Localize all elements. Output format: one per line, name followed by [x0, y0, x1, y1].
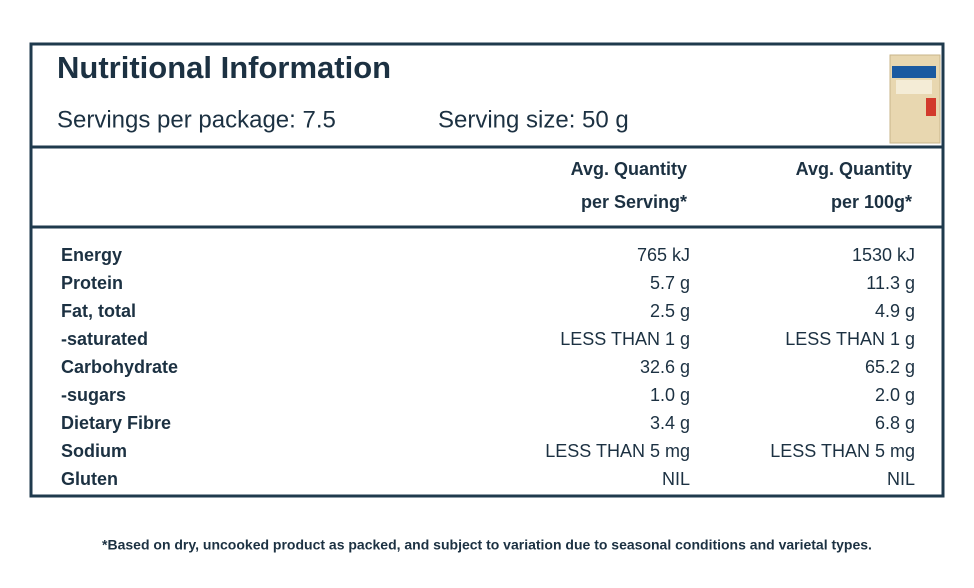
- per-serving: 3.4 g: [650, 413, 690, 433]
- per-serving: 5.7 g: [650, 273, 690, 293]
- nutrient-name: -sugars: [61, 385, 126, 405]
- serving-size: Serving size: 50 g: [438, 106, 629, 133]
- column-header: Avg. Quantity: [796, 159, 912, 179]
- title: Nutritional Information: [57, 50, 391, 85]
- per-100g: 1530 kJ: [852, 245, 915, 265]
- per-100g: 65.2 g: [865, 357, 915, 377]
- per-100g: 6.8 g: [875, 413, 915, 433]
- nutrient-name: -saturated: [61, 329, 148, 349]
- per-serving: 765 kJ: [637, 245, 690, 265]
- per-100g: 11.3 g: [866, 273, 915, 293]
- per-serving: NIL: [662, 469, 690, 489]
- per-serving: 32.6 g: [640, 357, 690, 377]
- nutrient-name: Gluten: [61, 469, 118, 489]
- per-serving: 2.5 g: [650, 301, 690, 321]
- column-header: Avg. Quantity: [571, 159, 687, 179]
- nutrient-name: Protein: [61, 273, 123, 293]
- nutrient-name: Fat, total: [61, 301, 136, 321]
- column-header: per Serving*: [581, 192, 687, 212]
- per-serving: 1.0 g: [650, 385, 690, 405]
- per-100g: 2.0 g: [875, 385, 915, 405]
- panel-border: [29, 42, 945, 498]
- per-100g: NIL: [887, 469, 915, 489]
- per-100g: LESS THAN 1 g: [785, 329, 915, 349]
- nutrient-name: Sodium: [61, 441, 127, 461]
- nutrient-name: Carbohydrate: [61, 357, 178, 377]
- per-serving: LESS THAN 1 g: [560, 329, 690, 349]
- footnote: *Based on dry, uncooked product as packe…: [102, 537, 872, 553]
- product-image: [889, 54, 941, 144]
- per-serving: LESS THAN 5 mg: [545, 441, 690, 461]
- per-100g: LESS THAN 5 mg: [770, 441, 915, 461]
- nutrient-name: Dietary Fibre: [61, 413, 171, 433]
- column-header: per 100g*: [831, 192, 912, 212]
- nutrient-name: Energy: [61, 245, 122, 265]
- per-100g: 4.9 g: [875, 301, 915, 321]
- servings: Servings per package: 7.5: [57, 106, 336, 133]
